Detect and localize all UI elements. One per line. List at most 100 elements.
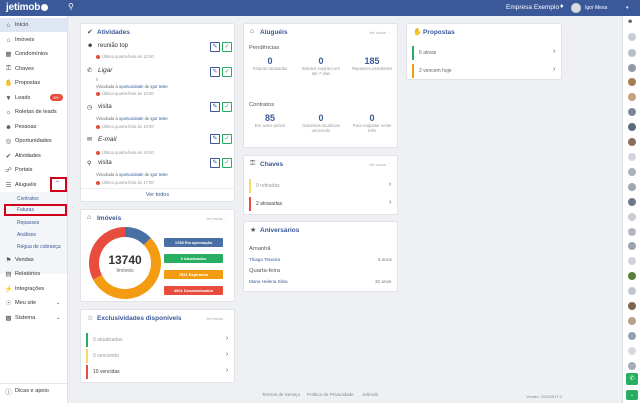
user-name[interactable]: Igor Mesa [585,5,608,11]
activity-title[interactable]: reunião top [98,43,129,49]
exclusividades-row-vencidas[interactable]: 10 vencidas › [86,365,234,379]
stat-faturas-atrasadas[interactable]: 0 Faturas atrasadas [248,56,292,71]
avatar[interactable] [628,123,636,131]
complete-button[interactable]: ✓ [222,42,232,52]
stat-repasses[interactable]: 185 Repasses pendentes [350,56,394,71]
sidebar-item-condominios[interactable]: ▦ Condomínios [0,47,67,61]
submenu-faturas[interactable]: Faturas [17,207,34,213]
avatar[interactable] [628,183,636,191]
birthday-person-link[interactable]: Thiago Teixeira [249,257,281,262]
avatar[interactable] [628,257,636,265]
sidebar-item-leads[interactable]: ▼ Leads 99+ [0,91,67,105]
imoveis-donut-chart[interactable]: 13740 Imóveis [86,224,164,302]
submenu-analises[interactable]: Análises [17,232,36,238]
avatar[interactable] [628,49,636,57]
slice-desatualizados[interactable] [89,227,126,280]
legend-expirando[interactable]: 7531 Expirando [164,270,223,279]
sidebar-item-meusite[interactable]: ☉ Meu site ⌄ [0,296,67,310]
avatar[interactable] [628,153,636,161]
sidebar-item-inicio[interactable]: ⌂ Início [0,18,67,32]
stat-boletos[interactable]: 0 Boletos expiram em até 7 dias [299,56,343,76]
avatar[interactable] [628,198,636,206]
sidebar-item-propostas[interactable]: ✋ Propostas [0,76,67,90]
sidebar-item-sistema[interactable]: ▩ Sistema ⌄ [0,311,67,325]
complete-button[interactable]: ✓ [222,134,232,144]
avatar[interactable] [628,242,636,250]
edit-button[interactable]: ✎ [210,67,220,77]
sidebar-item-oportunidades[interactable]: ◎ Oportunidades [0,134,67,148]
activity-title[interactable]: E-mail [98,136,117,143]
see-all-link[interactable]: Ver todos ⋮ [205,316,228,321]
oportunidade-link[interactable]: oportunidade [118,84,144,89]
avatar[interactable] [628,272,636,280]
sidebar-item-portais[interactable]: ☍ Portais [0,163,67,177]
logo[interactable]: jetimob [6,2,49,13]
stat-aviso-previo[interactable]: 85 Em aviso prévio [248,113,292,128]
stat-reajustar[interactable]: 0 Para reajustar neste mês [350,113,394,133]
submenu-repasses[interactable]: Repasses [17,220,40,226]
avatar[interactable] [628,347,636,355]
avatar[interactable] [571,3,581,13]
submenu-regua[interactable]: Régua de cobrança [17,244,61,250]
stat-garantias[interactable]: 0 Garantias locatícias vencendo [299,113,343,133]
sidebar-item-vendas[interactable]: ⚑ Vendas [0,253,67,267]
avatar[interactable] [628,213,636,221]
sidebar-item-imoveis[interactable]: ⌂ Imóveis [0,33,67,47]
sidebar-item-help[interactable]: ⓘ Dicas e apoio [0,384,67,398]
footer-link-termos[interactable]: Termos de Serviço [262,392,301,397]
avatar[interactable] [628,108,636,116]
legend-desatualizados[interactable]: 4501 Desatualizados [164,286,223,295]
complete-button[interactable]: ✓ [222,102,232,112]
chevron-down-icon[interactable]: ⌄ [626,390,638,400]
slice-expirando[interactable] [93,238,161,299]
slice-em-aprovacao[interactable] [124,227,151,246]
people-icon[interactable]: ☻ [627,19,634,25]
search-icon[interactable]: ⚲ [68,2,74,11]
edit-button[interactable]: ✎ [210,42,220,52]
avatar[interactable] [628,302,636,310]
avatar[interactable] [628,138,636,146]
avatar[interactable] [628,93,636,101]
see-all-activities-link[interactable]: Ver todos [145,192,170,198]
chevron-up-icon[interactable]: ⌃ [55,181,61,187]
oportunidade-link[interactable]: oportunidade [118,116,144,121]
activity-title[interactable]: Ligar [98,67,113,74]
person-link[interactable]: igor teste [150,84,168,89]
avatar[interactable] [628,64,636,72]
avatar[interactable] [628,228,636,236]
activity-title[interactable]: visita [98,104,112,110]
chaves-row-atrasadas[interactable]: 2 atrasadas › [249,197,397,211]
avatar[interactable] [628,287,636,295]
avatar[interactable] [628,33,636,41]
company-name[interactable]: Empresa Exemplo [506,4,560,11]
sidebar-item-integracoes[interactable]: ⚡ Integrações [0,282,67,296]
chevron-down-icon[interactable]: ▾ [626,5,629,11]
footer-link-privacidade[interactable]: Política de Privacidade [307,392,354,397]
see-all-link[interactable]: Ver todos ⋮ [368,162,391,167]
edit-button[interactable]: ✎ [210,158,220,168]
sidebar-item-chaves[interactable]: ⚿ Chaves [0,62,67,76]
edit-button[interactable]: ✎ [210,134,220,144]
whatsapp-icon[interactable]: ✆ [626,373,638,385]
footer-link-jetimob[interactable]: Jetimob [362,392,379,397]
avatar[interactable] [628,317,636,325]
birthday-person-link[interactable]: Maria Helena Silva [249,279,288,284]
avatar[interactable] [628,362,636,370]
sidebar-item-pessoas[interactable]: ☻ Pessoas [0,120,67,134]
avatar[interactable] [628,332,636,340]
complete-button[interactable]: ✓ [222,158,232,168]
propostas-row-ativas[interactable]: 6 ativas › [412,46,561,60]
exclusividades-row-atualizadas[interactable]: 0 atualizadas › [86,333,234,347]
activity-title[interactable]: visita [98,160,112,166]
person-link[interactable]: igor teste [150,172,168,177]
legend-em-aprovacao[interactable]: 1768 Em aprovação [164,238,223,247]
legend-atualizados[interactable]: 0 Atualizados [164,254,223,263]
oportunidade-link[interactable]: oportunidade [118,172,144,177]
person-link[interactable]: igor teste [150,116,168,121]
submenu-contratos[interactable]: Contratos [17,196,39,202]
see-all-link[interactable]: Ver todos ⋮ [368,30,391,35]
chaves-row-retiradas[interactable]: 0 retiradas › [249,179,397,193]
sidebar-item-alugueis[interactable]: ☰ Aluguéis [0,178,67,192]
sidebar-item-roletas[interactable]: ☼ Roletas de leads [0,105,67,119]
propostas-row-vencem[interactable]: 2 vencem hoje › [412,64,561,78]
